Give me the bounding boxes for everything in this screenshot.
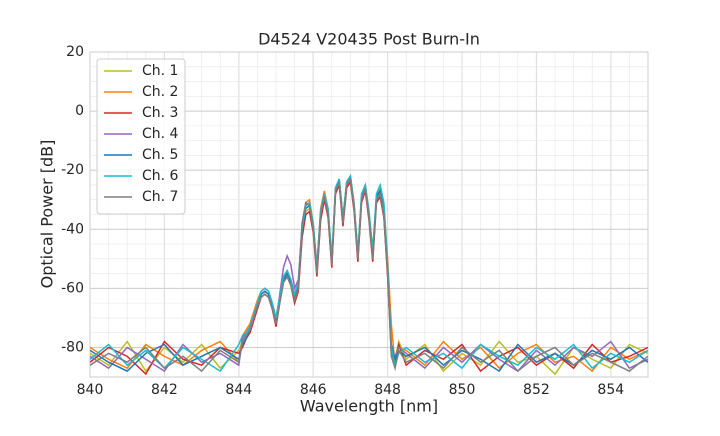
y-axis-label: Optical Power [dB] [38, 140, 57, 289]
legend-label: Ch. 5 [142, 147, 178, 163]
x-axis-label: Wavelength [nm] [300, 397, 438, 416]
legend-label: Ch. 4 [142, 126, 179, 142]
x-tick-label: 848 [374, 382, 401, 398]
y-tick-label: -40 [61, 221, 84, 237]
y-tick-label: -20 [61, 162, 84, 178]
legend-label: Ch. 1 [142, 63, 178, 79]
x-tick-label: 846 [300, 382, 327, 398]
x-tick-label: 842 [151, 382, 178, 398]
legend-label: Ch. 3 [142, 105, 178, 121]
y-tick-label: -60 [61, 280, 84, 296]
legend-label: Ch. 2 [142, 84, 178, 100]
legend: Ch. 1 Ch. 2 Ch. 3 Ch. 4 Ch. 5 Ch. 6 Ch. 7 [96, 58, 186, 215]
chart-title: D4524 V20435 Post Burn-In [258, 30, 480, 49]
x-tick-label: 850 [449, 382, 476, 398]
legend-label: Ch. 6 [142, 168, 179, 184]
legend-label: Ch. 7 [142, 189, 178, 205]
y-tick-label: -80 [61, 339, 84, 355]
x-tick-label: 840 [77, 382, 104, 398]
x-tick-label: 852 [523, 382, 550, 398]
y-tick-label: 20 [66, 44, 84, 60]
series-line [90, 176, 648, 373]
plot-lines [90, 173, 648, 376]
y-tick-label: 0 [75, 103, 84, 119]
x-tick-label: 844 [225, 382, 252, 398]
x-tick-label: 854 [597, 382, 624, 398]
